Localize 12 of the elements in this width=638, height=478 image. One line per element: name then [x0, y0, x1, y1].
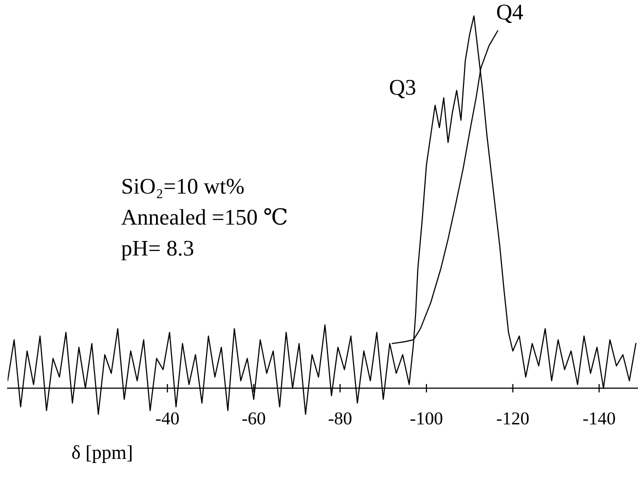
- annotation: Q4: [497, 4, 523, 23]
- x-tick-label: -60: [242, 412, 266, 425]
- annotation: SiO₂=10 wt%: [122, 178, 244, 198]
- x-axis-title: δ [ppm]: [72, 445, 132, 463]
- x-tick-label: -120: [496, 412, 529, 425]
- annotation: Q3: [390, 80, 416, 98]
- x-tick-label: -80: [328, 412, 352, 425]
- annotation: pH= 8.3: [121, 240, 194, 260]
- annotation: Annealed =150 ℃: [121, 208, 287, 225]
- x-tick-label: -40: [156, 412, 179, 425]
- x-tick-label: -100: [410, 412, 442, 425]
- x-tick-label: -140: [583, 412, 616, 425]
